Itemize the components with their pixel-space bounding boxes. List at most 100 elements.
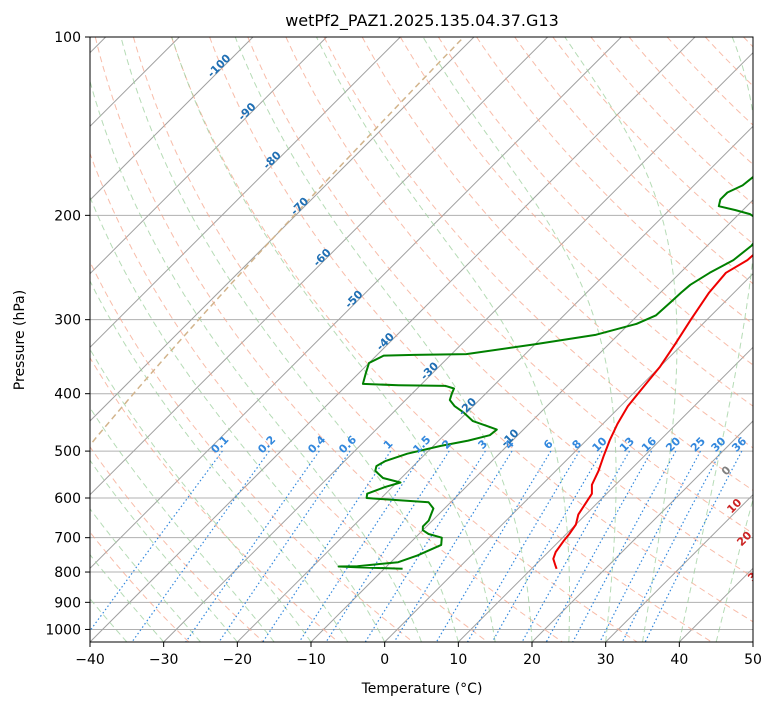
dry-adiabat-label: 40 xyxy=(755,597,775,617)
moist-adiabat-line xyxy=(90,406,275,642)
ice-curve-line xyxy=(90,37,465,447)
dry-adiabat-line xyxy=(90,531,190,642)
isotherm-line xyxy=(531,420,753,642)
y-tick-label: 1000 xyxy=(45,622,81,638)
isotherm-label: -80 xyxy=(261,148,284,171)
dry-adiabat-line xyxy=(171,37,712,642)
chart-title: wetPf2_PAZ1.2025.135.04.37.G13 xyxy=(285,11,559,31)
isotherm-line xyxy=(90,37,549,496)
moist-adiabat-line xyxy=(90,508,201,642)
mixing-ratio-line xyxy=(393,450,513,642)
moist-adiabat-line xyxy=(234,37,533,642)
mixing-ratio-label: 13 xyxy=(617,435,637,455)
mixing-ratio-line xyxy=(545,450,653,642)
dry-adiabat-line xyxy=(743,37,753,48)
plot-frame xyxy=(89,36,754,643)
isotherm-line xyxy=(90,37,622,570)
x-tick-label: −10 xyxy=(296,652,326,668)
isotherm-line xyxy=(236,125,753,642)
isotherm-line xyxy=(90,37,254,201)
mixing-ratio-line xyxy=(621,450,722,642)
isotherm-line xyxy=(90,37,475,422)
mixing-ratio-label: 2 xyxy=(439,437,454,452)
x-tick-label: 10 xyxy=(449,652,467,668)
moist-adiabat-line xyxy=(564,37,678,642)
isotherm-line xyxy=(90,37,401,349)
moist-adiabat-line xyxy=(678,37,753,642)
dry-adiabat-line xyxy=(90,260,414,642)
y-tick-label: 900 xyxy=(54,595,81,611)
isotherm-label: -60 xyxy=(311,246,334,269)
isotherm-label: -10 xyxy=(498,426,521,449)
y-tick-label: 500 xyxy=(54,444,81,460)
mixing-ratio-label: 0.6 xyxy=(336,433,359,456)
y-axis-label: Pressure (hPa) xyxy=(12,290,28,390)
dry-adiabat-line xyxy=(285,37,753,535)
isotherm-label: -20 xyxy=(456,395,479,418)
isotherm-label: -70 xyxy=(288,194,311,217)
y-tick-label: 400 xyxy=(54,387,81,403)
moist-adiabat-line xyxy=(715,497,753,642)
x-axis-label: Temperature (°C) xyxy=(361,681,483,697)
x-tick-label: 40 xyxy=(670,652,688,668)
temperature-profile-line xyxy=(552,253,753,570)
dry-adiabat-label: 30 xyxy=(745,564,765,584)
mixing-ratio-label: 0.2 xyxy=(255,433,278,456)
x-tick-label: −20 xyxy=(223,652,253,668)
moist-adiabat-line xyxy=(90,553,165,642)
x-tick-label: −40 xyxy=(75,652,105,668)
dry-adiabat-label: 10 xyxy=(724,496,744,516)
y-tick-label: 700 xyxy=(54,531,81,547)
isotherm-line xyxy=(90,37,696,642)
y-tick-label: 800 xyxy=(54,565,81,581)
moist-adiabat-line xyxy=(171,37,496,642)
dry-adiabat-line xyxy=(209,37,753,623)
dry-adiabat-line xyxy=(704,37,753,87)
moist-adiabat-line xyxy=(90,348,312,642)
mixing-ratio-line xyxy=(435,450,552,642)
mixing-ratio-line xyxy=(491,450,603,642)
isotherm-line xyxy=(90,37,328,275)
isotherm-label: -50 xyxy=(342,288,365,311)
mixing-ratio-line xyxy=(262,450,392,642)
x-tick-label: −30 xyxy=(149,652,179,668)
dry-adiabat-line xyxy=(90,446,264,642)
dry-adiabat-line xyxy=(132,37,638,642)
y-tick-label: 600 xyxy=(54,491,81,507)
moist-adiabat-line xyxy=(422,37,617,642)
mixing-ratio-line xyxy=(572,450,677,642)
mixing-ratio-line xyxy=(298,450,425,642)
mixing-ratio-label: 3 xyxy=(476,437,491,452)
isotherm-line xyxy=(457,346,753,642)
dry-adiabat-line xyxy=(399,37,753,407)
mixing-ratio-line xyxy=(521,450,631,642)
mixing-ratio-label: 25 xyxy=(688,435,708,455)
dewpoint-profile-line xyxy=(337,175,753,570)
moist-adiabat-line xyxy=(316,37,571,642)
plot-area xyxy=(90,37,753,642)
isotherm-line xyxy=(163,51,753,642)
isotherm-line xyxy=(605,493,753,642)
x-tick-label: 0 xyxy=(380,652,389,668)
mixing-ratio-line xyxy=(218,450,351,642)
dry-adiabat-line xyxy=(247,37,753,578)
isoline-labels: 0.1 0.2 0.4 0.6 1 1.5 2 3 4 6 8 10 13 16 20 25 30 36-100-… xyxy=(205,51,775,617)
moist-adiabat-line xyxy=(90,79,422,642)
mixing-ratio-line xyxy=(599,450,702,642)
dry-adiabat-line xyxy=(90,356,339,642)
mixing-ratio-label: 0.1 xyxy=(208,433,231,456)
x-tick-label: 30 xyxy=(597,652,615,668)
moist-adiabat-line xyxy=(90,459,238,642)
dry-adiabat-line xyxy=(94,37,563,642)
y-tick-label: 200 xyxy=(54,208,81,224)
y-axis-ticks: 100 200 300 400 500 600 700 800 900 1000 xyxy=(45,30,90,638)
dry-adiabat-line xyxy=(361,37,753,449)
mixing-ratio-line xyxy=(131,450,270,642)
x-tick-label: 20 xyxy=(523,652,541,668)
mixing-ratio-line xyxy=(364,450,486,642)
dry-adiabat-line xyxy=(666,37,753,126)
dry-adiabat-label: 20 xyxy=(734,529,754,549)
mixing-ratio-label: 6 xyxy=(541,437,556,452)
x-axis-ticks: −40 −30 −20 −10 0 10 20 30 40 50 xyxy=(75,642,762,668)
